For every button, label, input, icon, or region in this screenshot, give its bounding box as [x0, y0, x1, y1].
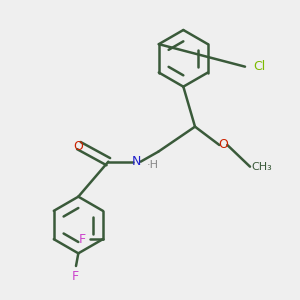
Text: CH₃: CH₃	[252, 162, 272, 172]
Text: F: F	[78, 233, 85, 246]
Text: O: O	[74, 140, 83, 153]
Text: Cl: Cl	[253, 60, 266, 73]
Text: F: F	[71, 270, 79, 283]
Text: N: N	[132, 155, 141, 168]
Text: ·H: ·H	[147, 160, 159, 170]
Text: O: O	[218, 139, 228, 152]
